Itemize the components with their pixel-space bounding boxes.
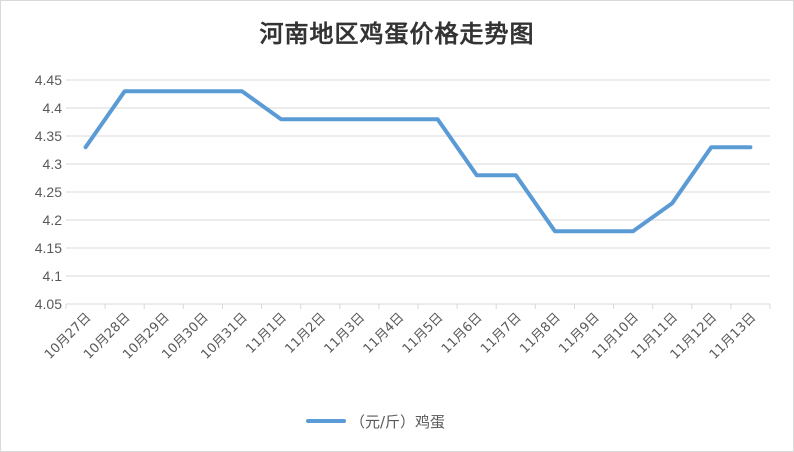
x-tick-label: 11月6日: [439, 310, 486, 357]
y-tick-label: 4.25: [35, 184, 62, 200]
x-tick-label: 11月5日: [400, 310, 447, 357]
y-tick-label: 4.35: [35, 128, 62, 144]
legend-label: （元/斤）鸡蛋: [350, 413, 445, 431]
series-group: [83, 89, 753, 234]
chart-title: 河南地区鸡蛋价格走势图: [259, 20, 535, 48]
x-tick-label: 11月4日: [361, 310, 408, 357]
y-tick-label: 4.15: [35, 240, 62, 256]
x-tick-label: 11月1日: [243, 310, 290, 357]
y-tick-label: 4.05: [35, 296, 62, 312]
x-tick-label: 11月3日: [322, 310, 369, 357]
x-axis: [65, 303, 771, 309]
y-tick-label: 4.2: [43, 212, 63, 228]
y-tick-label: 4.3: [43, 156, 63, 172]
x-tick-label: 11月2日: [283, 310, 330, 357]
x-tick-label: 11月8日: [517, 310, 564, 357]
y-axis-ticks: 4.05 4.1 4.15 4.2 4.25 4.3 4.35 4.4 4.45: [35, 72, 62, 312]
x-axis-ticks: 10月27日10月28日10月29日10月30日10月31日11月1日11月2日…: [42, 310, 759, 362]
y-tick-label: 4.1: [43, 268, 63, 284]
y-tick-label: 4.4: [43, 100, 63, 116]
legend: （元/斤）鸡蛋: [306, 413, 445, 431]
series-line: [83, 89, 753, 234]
gridlines: [66, 79, 770, 305]
x-tick-label: 11月7日: [478, 310, 525, 357]
y-tick-label: 4.45: [35, 72, 62, 88]
